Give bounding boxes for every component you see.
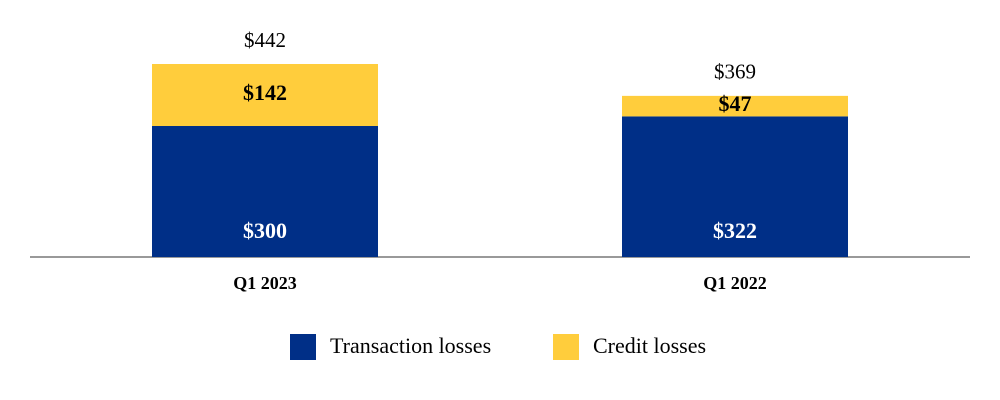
x-tick-label: Q1 2023 xyxy=(233,273,297,293)
value-label: $47 xyxy=(719,91,752,116)
bar-segment xyxy=(152,64,378,127)
x-tick-label: Q1 2022 xyxy=(703,273,767,293)
bar-segment xyxy=(622,95,848,117)
legend-label: Transaction losses xyxy=(330,333,491,358)
bar-segment xyxy=(622,116,848,257)
total-label: $369 xyxy=(714,60,756,84)
bar-segment xyxy=(152,126,378,258)
legend-swatch xyxy=(290,334,316,360)
value-label: $142 xyxy=(243,80,287,105)
total-label: $442 xyxy=(244,28,286,52)
legend-label: Credit losses xyxy=(593,333,706,358)
legend-swatch xyxy=(553,334,579,360)
value-label: $300 xyxy=(243,218,287,243)
value-label: $322 xyxy=(713,218,757,243)
